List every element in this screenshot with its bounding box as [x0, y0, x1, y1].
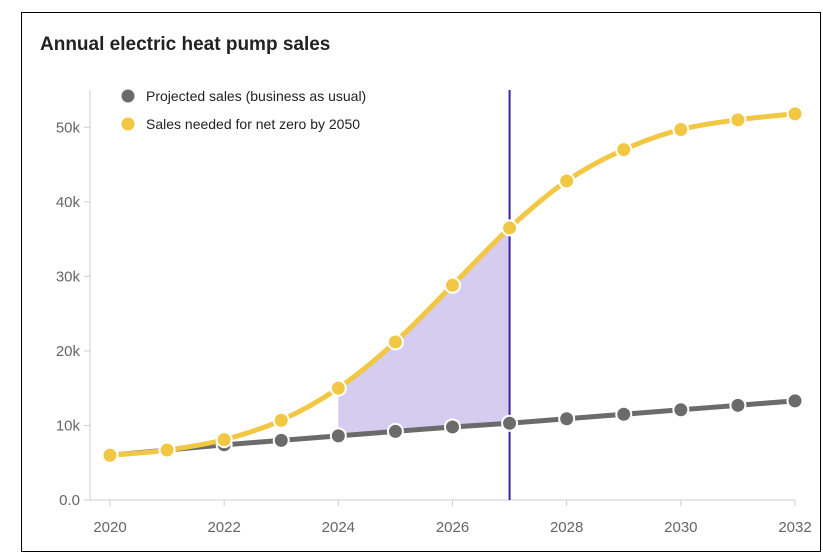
chart-frame	[21, 12, 821, 552]
x-tick-label: 2020	[93, 519, 126, 536]
series-points-group	[101, 105, 804, 464]
data-point-net-zero	[215, 431, 233, 449]
data-point-net-zero	[501, 219, 519, 237]
legend-marker	[121, 89, 135, 103]
data-point-net-zero	[272, 411, 290, 429]
y-tick-label: 20k	[56, 343, 81, 360]
data-point-projected	[615, 405, 633, 423]
x-tick-label: 2032	[778, 519, 811, 536]
data-point-projected	[729, 396, 747, 414]
y-tick-label: 10k	[56, 417, 81, 434]
data-point-projected	[272, 431, 290, 449]
data-point-net-zero	[672, 121, 690, 139]
x-tick-label: 2028	[550, 519, 583, 536]
data-point-net-zero	[101, 446, 119, 464]
shaded-region-group	[338, 227, 510, 436]
y-tick-label: 40k	[56, 194, 81, 211]
legend-label: Projected sales (business as usual)	[146, 88, 366, 104]
x-tick-label: 2024	[322, 519, 355, 536]
x-tick-label: 2030	[664, 519, 697, 536]
chart-title: Annual electric heat pump sales	[40, 34, 331, 55]
y-tick-label: 0.0	[59, 492, 80, 509]
data-point-net-zero	[615, 141, 633, 159]
legend-marker	[121, 117, 135, 131]
data-point-net-zero	[786, 105, 804, 123]
legend-label: Sales needed for net zero by 2050	[146, 116, 360, 132]
legend: Projected sales (business as usual) Sales…	[121, 88, 366, 132]
data-point-net-zero	[329, 379, 347, 397]
data-point-net-zero	[558, 172, 576, 190]
data-point-projected	[501, 414, 519, 432]
y-tick-label: 50k	[56, 119, 81, 136]
data-point-projected	[386, 422, 404, 440]
shaded-region	[338, 227, 510, 436]
data-point-projected	[444, 418, 461, 436]
data-point-projected	[786, 392, 804, 410]
data-point-projected	[558, 410, 576, 428]
data-point-projected	[329, 427, 347, 445]
x-tick-label: 2022	[207, 519, 240, 536]
x-tick-label: 2026	[436, 519, 469, 536]
data-point-net-zero	[386, 333, 404, 351]
data-point-net-zero	[444, 276, 461, 294]
data-point-net-zero	[158, 441, 176, 459]
y-tick-label: 30k	[56, 268, 81, 285]
data-point-net-zero	[729, 111, 747, 129]
data-point-projected	[672, 401, 690, 419]
axes-group: 0.0 10k 20k 30k 40k 50k 2020 2022 2024 2026 2028 20…	[56, 90, 812, 536]
